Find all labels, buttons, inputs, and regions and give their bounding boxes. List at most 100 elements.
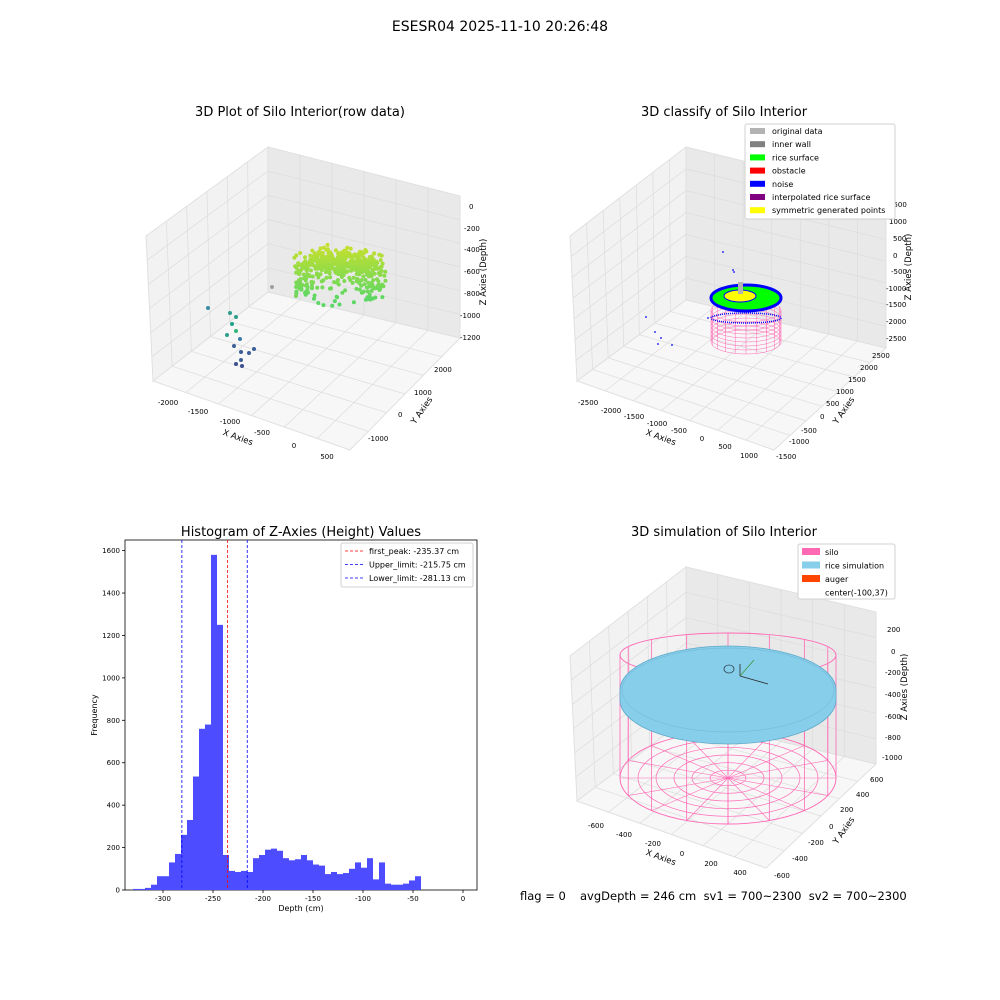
grid-line [602, 210, 609, 358]
noise-point [707, 317, 709, 319]
scatter-point [294, 289, 299, 294]
panel1-z-tick: -600 [464, 268, 480, 276]
silo-floor-spoke [727, 760, 828, 779]
histogram-bar [265, 849, 271, 890]
histogram-x-ticks: -300 -250 -200 -150 -100 -50 0 [155, 890, 465, 903]
panel4-x-tick: -200 [645, 840, 661, 848]
scatter-point [379, 269, 384, 273]
scatter-point [302, 260, 307, 265]
silo-floor-spoke [651, 745, 729, 779]
histogram-bar [133, 888, 139, 890]
histogram-bar [229, 870, 235, 890]
histogram-bar [415, 876, 421, 890]
panel4-z-tick: -800 [885, 734, 901, 742]
scatter-point [348, 246, 353, 251]
scatter-point [311, 280, 316, 285]
legend-label: obstacle [772, 167, 806, 176]
legend-swatch [802, 548, 820, 555]
scatter-point [358, 264, 363, 269]
panel2-x-tick: 0 [700, 435, 704, 443]
silo-floor-spoke [727, 777, 828, 796]
panel4-x-tick: -600 [588, 822, 604, 830]
panel1-x-tick: -2000 [158, 399, 178, 407]
scatter-point [328, 263, 333, 268]
scatter-point [305, 272, 310, 277]
noise-point [645, 316, 647, 318]
histogram-bar [151, 884, 157, 890]
panel-histogram: Histogram of Z-Axies (Height) Values -30… [90, 525, 478, 913]
scatter-point [240, 364, 244, 368]
grid-line [575, 277, 687, 361]
panel4-y-tick: -600 [774, 872, 790, 880]
histogram-x-label: Depth (cm) [278, 904, 323, 913]
scatter-point [310, 274, 315, 279]
panel4-y-ticks: -600 -400 -200 0 200 400 600 [774, 776, 883, 880]
scatter-point [343, 288, 348, 293]
scatter-point [319, 279, 324, 284]
panel1-y-tick: -1000 [368, 435, 388, 443]
legend-label: center(-100,37) [825, 589, 888, 598]
silo-floor-spoke [727, 777, 770, 821]
legend-label: Lower_limit: -281.13 cm [369, 574, 466, 583]
scatter-point [310, 248, 315, 253]
scatter-point [352, 252, 357, 257]
panel2-title: 3D classify of Silo Interior [641, 105, 808, 120]
legend-swatch [802, 561, 820, 569]
grid-line [149, 219, 269, 309]
panel2-y-tick: 1000 [836, 388, 854, 396]
scatter-point [353, 265, 358, 270]
scatter-point [355, 258, 360, 263]
scatter-point [308, 253, 313, 258]
scatter-point [369, 283, 374, 288]
panel2-z-tick: 0 [893, 252, 897, 260]
scatter-point [383, 278, 388, 283]
scatter-point [310, 258, 315, 263]
scatter-point [359, 252, 364, 257]
scatter-point [270, 285, 274, 289]
legend-swatch [750, 154, 765, 161]
panel4-z-ticks: 200 0 -200 -400 -600 -800 -1000 [882, 626, 902, 762]
histogram-reference-lines [181, 540, 248, 890]
histogram-bar [247, 871, 253, 890]
legend-swatch [750, 128, 765, 134]
scatter-point [369, 255, 373, 259]
legend-label: rice surface [772, 153, 819, 162]
histogram-bar [193, 776, 199, 890]
scatter-point [304, 276, 309, 281]
panel2-legend: original data inner wall rice surface obsta… [744, 123, 896, 220]
scatter-point [357, 272, 362, 277]
histogram-bar [391, 884, 397, 890]
panel2-y-tick: 2000 [860, 364, 878, 372]
auger-marker [723, 664, 735, 674]
grid-line [586, 223, 593, 370]
panel4-legend: silo rice simulation auger center(-100,37) [797, 543, 896, 600]
legend-label: Upper_limit: -215.75 cm [369, 561, 466, 570]
panel4-z-tick: -600 [885, 713, 901, 721]
scatter-point [350, 280, 355, 285]
scatter-point [318, 258, 323, 263]
scatter-point [309, 262, 314, 267]
scatter-point [234, 362, 238, 366]
panel2-z-tick: -1500 [886, 301, 906, 309]
grid-line [652, 172, 656, 324]
silo-floor-spoke [686, 777, 729, 821]
silo-floor-spoke [727, 777, 805, 811]
histogram-bar [307, 860, 313, 890]
flag-readout: flag = 0 [520, 889, 566, 903]
scatter-point [298, 251, 303, 255]
grid-line [685, 591, 877, 638]
scatter-point [299, 287, 304, 292]
scatter-point [378, 258, 383, 263]
scatter-point [361, 255, 366, 260]
histogram-bar [331, 871, 337, 890]
histogram-bar [235, 871, 241, 890]
histogram-y-ticks: 0 200 400 600 800 1000 1200 1400 1600 [102, 547, 125, 895]
histogram-bar [211, 554, 217, 890]
scatter-point [294, 265, 299, 270]
legend-swatch [750, 207, 765, 214]
panel4-title: 3D simulation of Silo Interior [631, 525, 818, 540]
panel1-y-ticks: -1000 0 1000 2000 [368, 366, 452, 443]
panel4-y-tick: -400 [792, 855, 808, 863]
histogram-bar [145, 887, 151, 890]
